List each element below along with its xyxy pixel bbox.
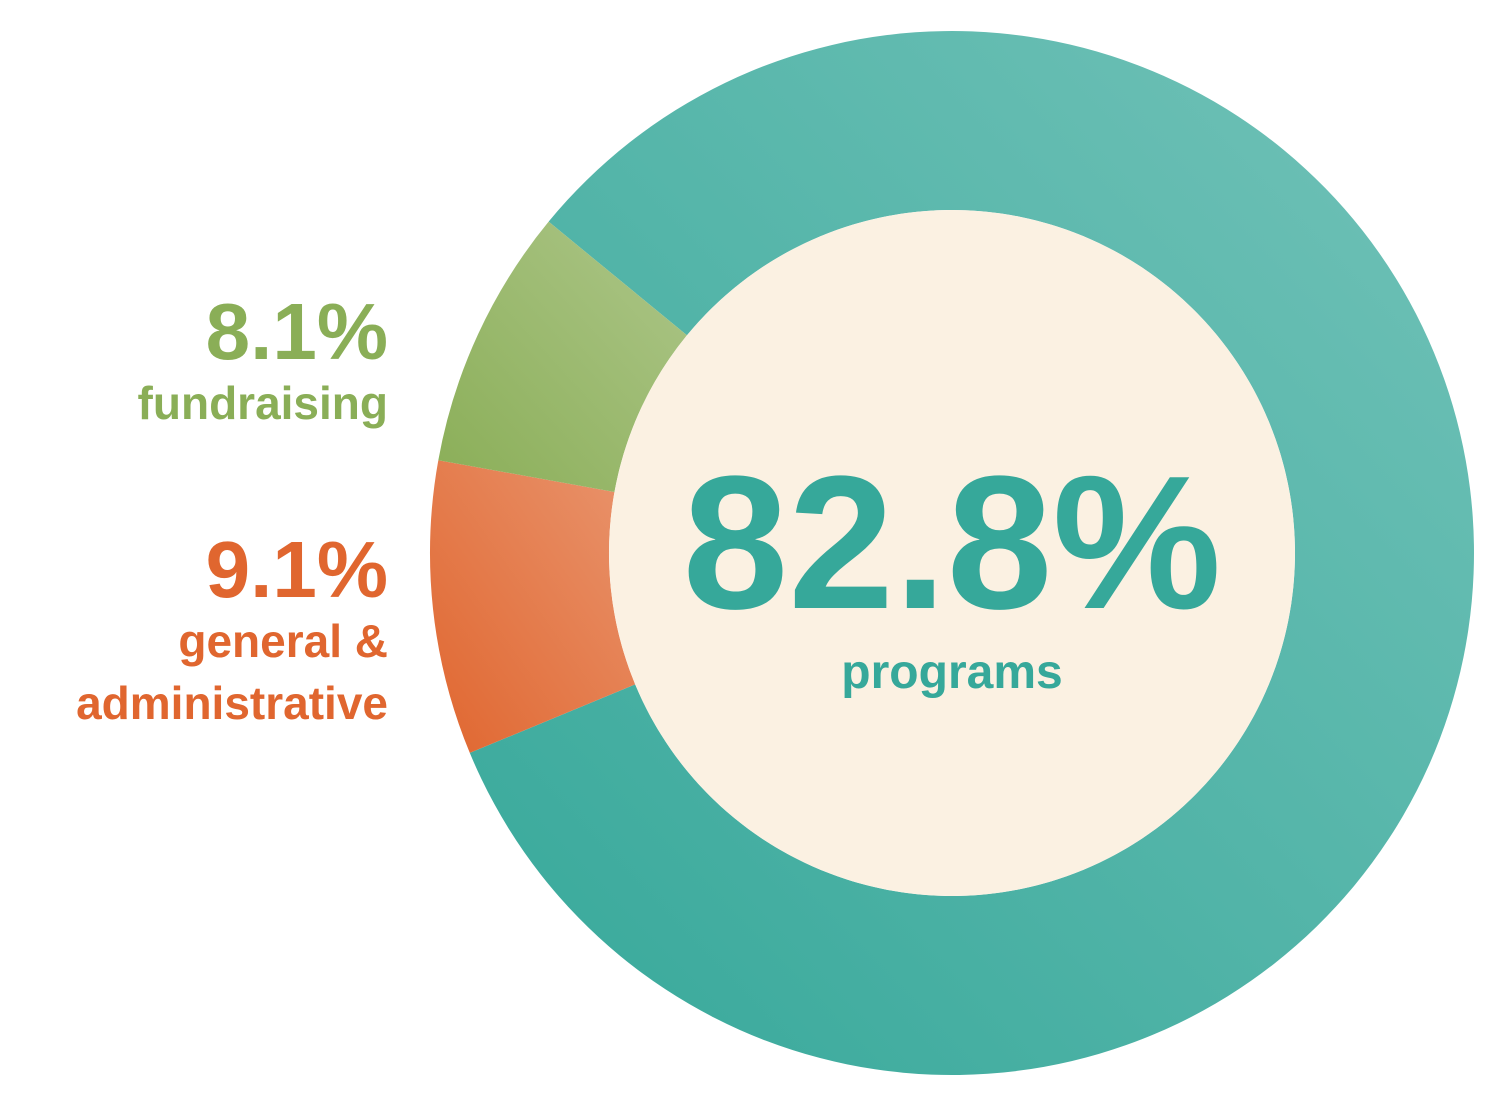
value-label: 8.1% xyxy=(205,287,388,376)
segment-label: 8.1% fundraising xyxy=(0,292,388,434)
donut-segment xyxy=(469,30,1474,1075)
segment-label: 82.8% programs xyxy=(610,448,1294,708)
value-label: 82.8% xyxy=(682,437,1222,649)
donut-segment xyxy=(438,221,687,493)
category-label: fundraising xyxy=(137,377,388,429)
segment-label: 9.1% general & administrative xyxy=(0,530,388,734)
donut-hole xyxy=(609,210,1295,896)
donut-segment xyxy=(430,460,636,753)
category-label: general & administrative xyxy=(76,615,388,729)
value-label: 9.1% xyxy=(205,525,388,614)
category-label: programs xyxy=(841,646,1063,699)
